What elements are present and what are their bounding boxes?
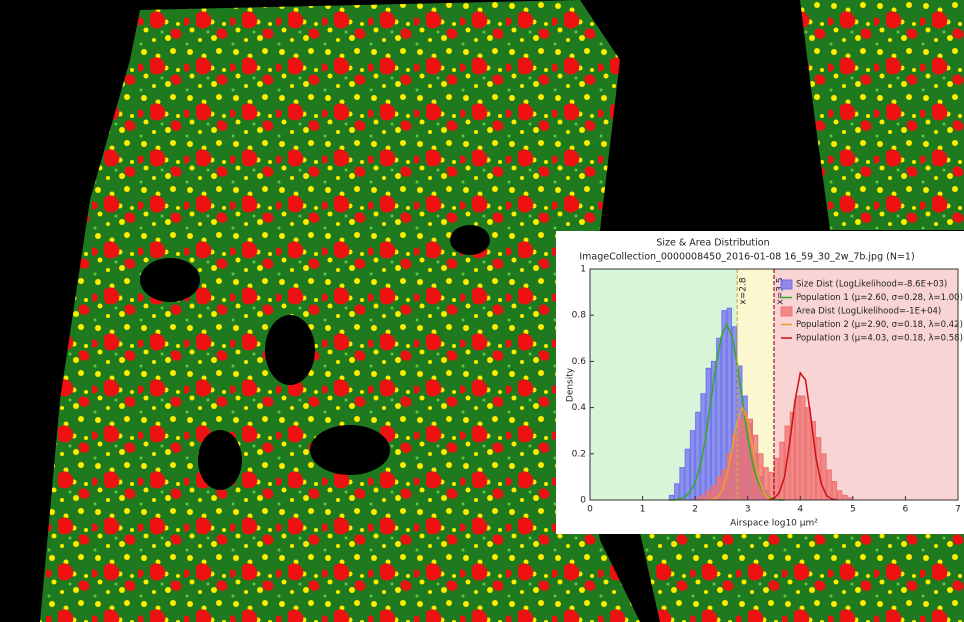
histogram-bar: [705, 490, 711, 501]
legend-label: Population 1 (μ=2.60, σ=0.28, λ=1.00): [796, 293, 963, 303]
histogram-bar: [684, 448, 690, 501]
histogram-bar: [679, 467, 685, 501]
x-tick-label: 7: [955, 505, 961, 515]
y-axis-label: Density: [566, 367, 576, 402]
y-tick-label: 0.2: [572, 449, 586, 459]
legend-label: Population 3 (μ=4.03, σ=0.18, λ=0.58): [796, 334, 963, 344]
tissue-image: [40, 0, 964, 622]
legend-label: Area Dist (LogLikelihood=-1E+04): [796, 307, 941, 317]
y-tick-label: 0.6: [572, 357, 587, 367]
chart-title: Size & Area Distribution: [656, 238, 769, 249]
density-curve: [710, 405, 775, 501]
histogram-bar: [758, 453, 764, 501]
legend-label: Population 2 (μ=2.90, σ=0.18, λ=0.42): [796, 320, 963, 330]
y-tick-label: 0.4: [572, 403, 587, 413]
histogram-bar: [695, 411, 701, 501]
y-tick-label: 0.8: [572, 311, 587, 321]
plot: x=2.8 x=3.5 0 1 2 3 4 5 6 7 0 0.2 0.4 0.6 0.8 1 Size Dis…: [572, 265, 963, 515]
legend-swatch: [780, 306, 793, 317]
histogram-bar: [674, 483, 680, 501]
histogram-bar: [831, 481, 838, 501]
x-tick-label: 1: [640, 505, 646, 515]
chart-subtitle: ImageCollection_0000008450_2016-01-08 16…: [579, 252, 914, 263]
legend-label: Size Dist (LogLikelihood=-8.6E+03): [796, 280, 947, 290]
histogram-bar: [805, 407, 811, 501]
x-tick-label: 6: [903, 505, 909, 515]
histogram-bar: [795, 395, 801, 501]
threshold-label: x=2.8: [739, 277, 749, 304]
x-tick-label: 4: [797, 505, 803, 515]
histogram-bar: [800, 395, 806, 501]
x-tick-label: 3: [745, 505, 751, 515]
threshold-label: x=3.5: [776, 277, 786, 304]
histogram-bar: [700, 494, 706, 501]
density-curve: [768, 371, 838, 501]
x-tick-label: 5: [850, 505, 856, 515]
x-axis-label: Airspace log10 µm²: [730, 519, 818, 529]
histogram-bar: [716, 337, 722, 501]
y-tick-label: 0: [580, 496, 586, 506]
x-tick-label: 2: [692, 505, 698, 515]
histogram-bar: [737, 418, 743, 501]
y-tick-label: 1: [580, 265, 586, 275]
histogram-bar: [837, 490, 843, 501]
x-tick-label: 0: [587, 505, 593, 515]
histogram-bar: [768, 471, 775, 501]
legend-swatch: [780, 279, 793, 290]
plot-frame: [589, 268, 959, 501]
histogram-bar: [842, 494, 848, 501]
